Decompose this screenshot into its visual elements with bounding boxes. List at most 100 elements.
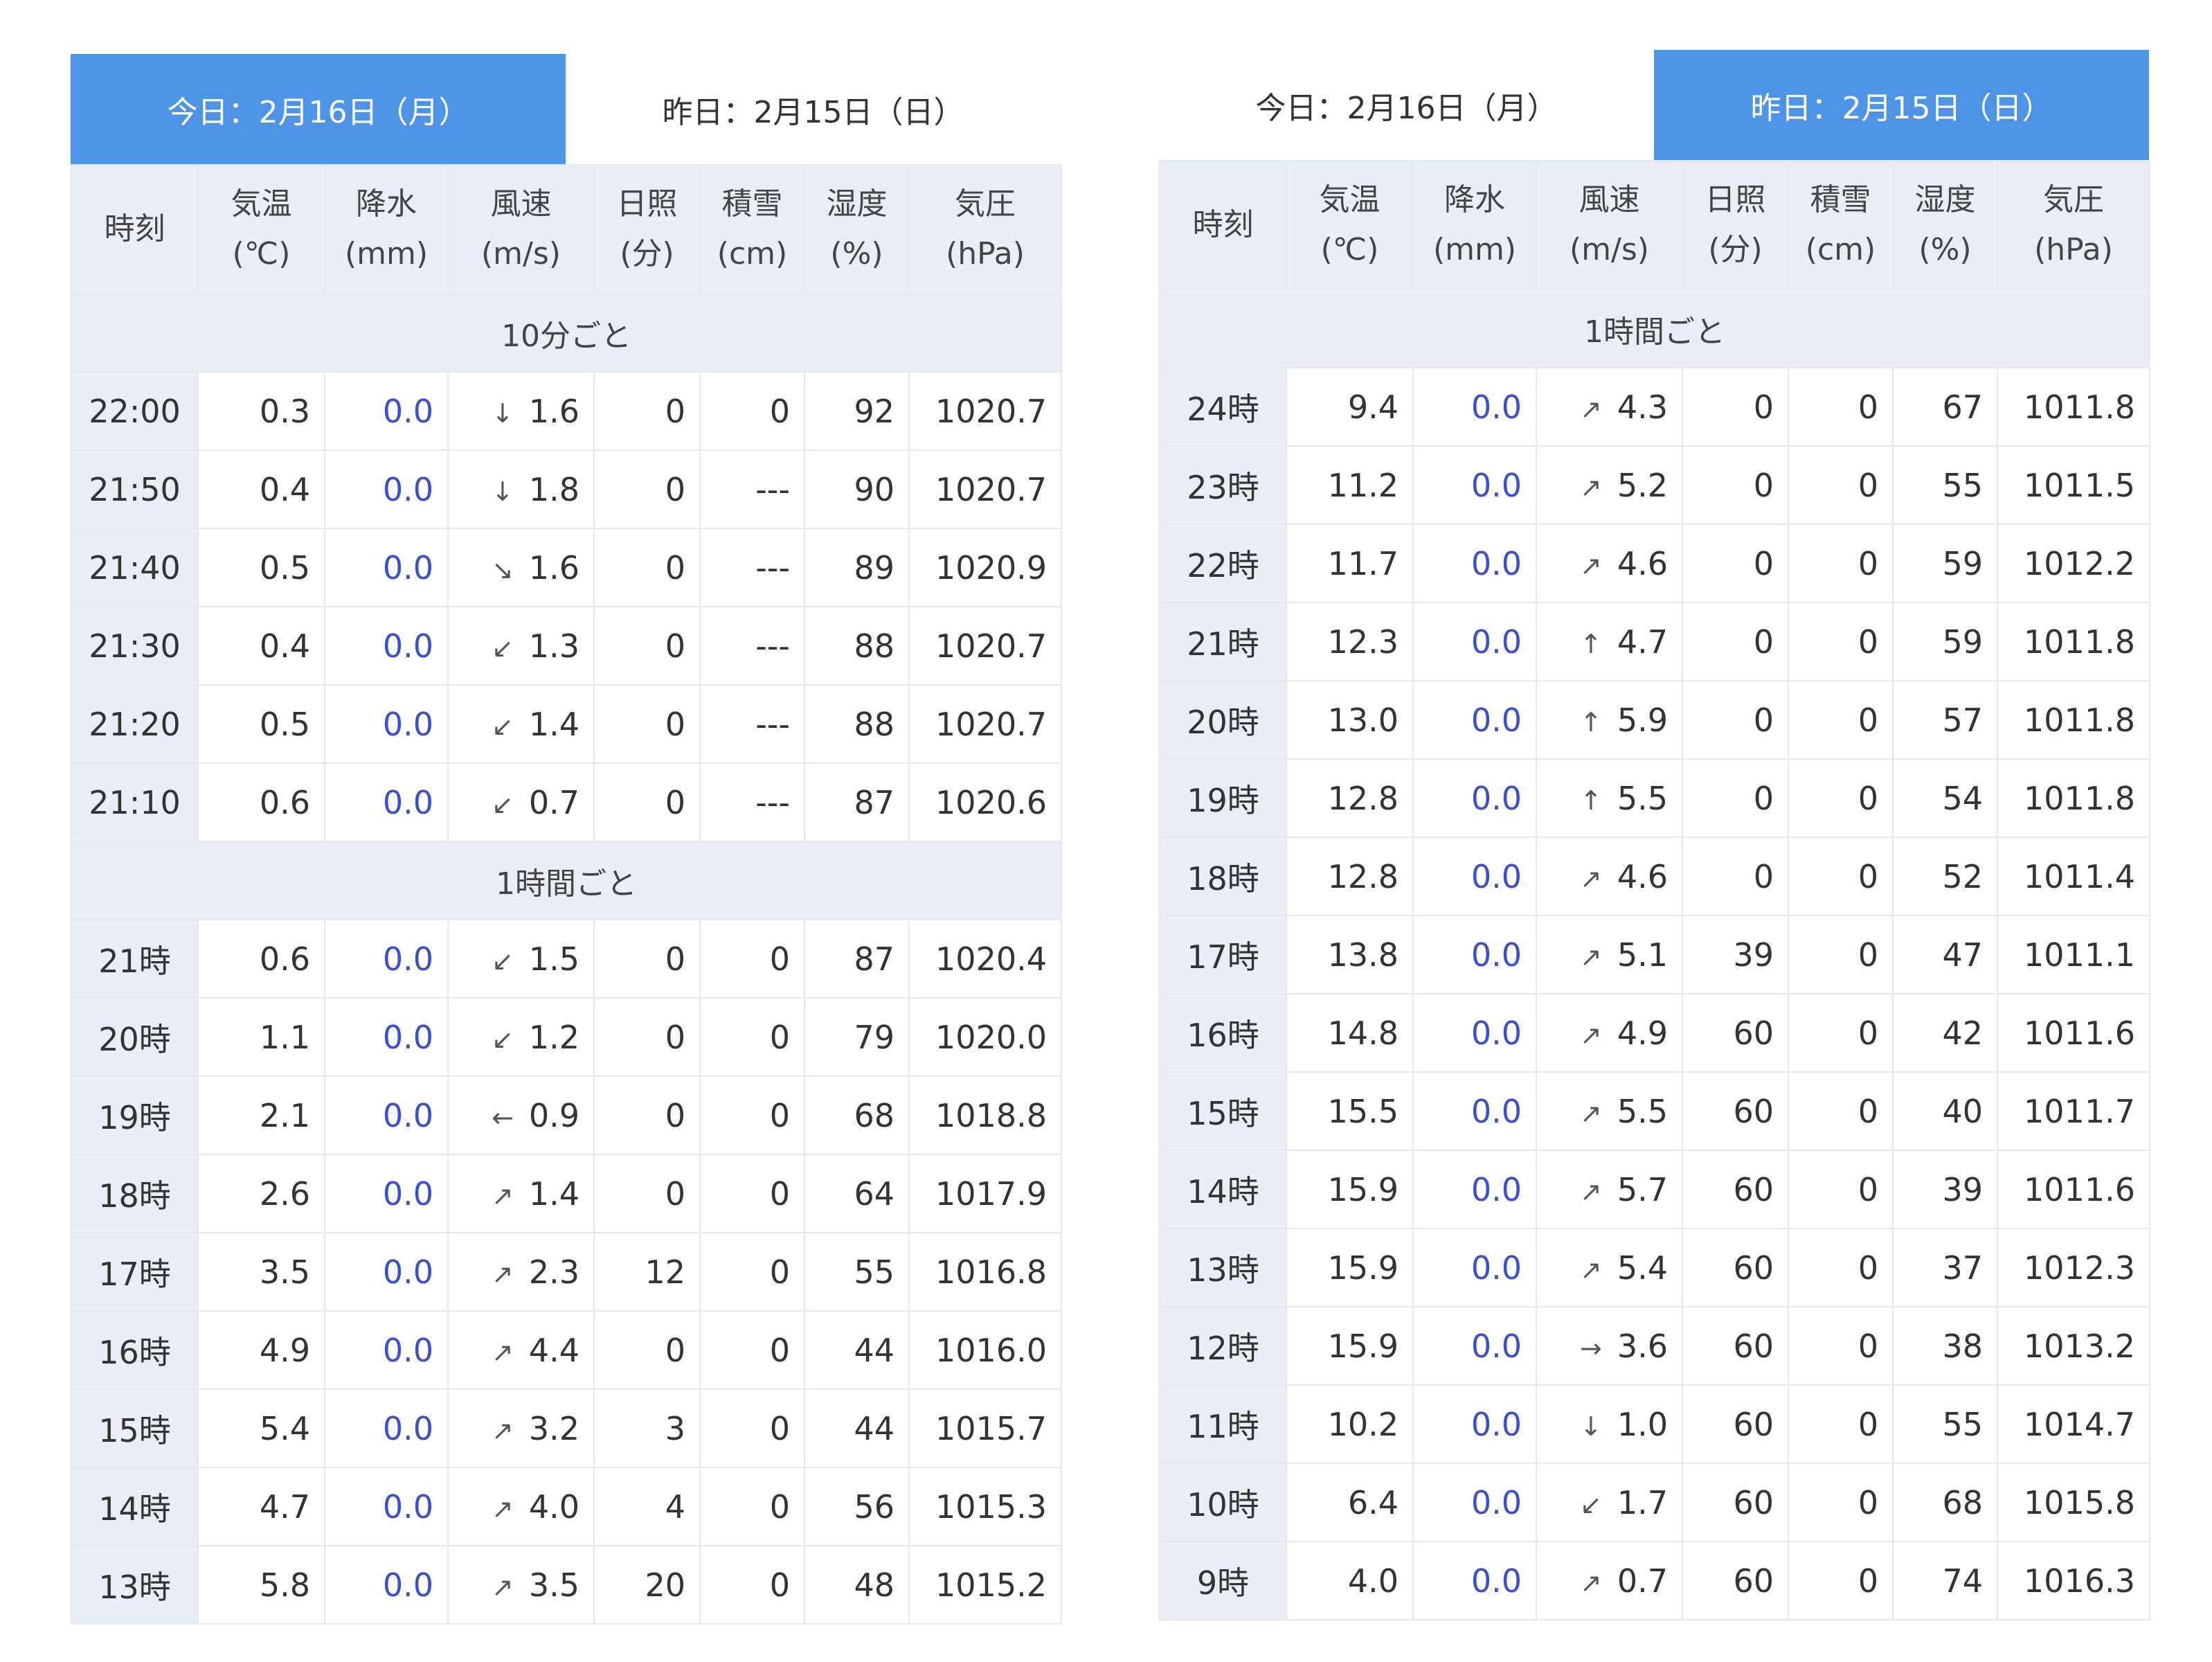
table-row: 18時 2.6 0.0 ↗ 1.4 0 0 64 1017.9 (71, 1154, 1062, 1233)
cell-time: 21:30 (71, 606, 199, 686)
cell-snow: 0 (1788, 1384, 1894, 1464)
wind-arrow-southwest-icon: ↗ (1580, 393, 1602, 425)
wind-speed: 1.6 (528, 548, 579, 587)
cell-humid: 79 (804, 997, 910, 1077)
cell-wind: ↗ 4.3 (1536, 367, 1683, 447)
cell-wind: ↓ 1.8 (447, 449, 595, 529)
cell-temp: 15.9 (1286, 1306, 1414, 1386)
cell-wind: ↑ 4.7 (1536, 602, 1683, 681)
cell-temp: 0.4 (197, 606, 325, 686)
cell-precip: 0.0 (1412, 1541, 1537, 1620)
observation-panel-yesterday: 今日：2月16日（月） 昨日：2月15日（日） 時刻 気温 (℃) 降水 (mm) … (1159, 50, 2150, 1620)
cell-temp: 3.5 (197, 1232, 325, 1312)
cell-wind: ↗ 3.5 (447, 1545, 595, 1625)
cell-press: 1020.7 (908, 371, 1062, 451)
cell-press: 1015.3 (908, 1467, 1062, 1546)
cell-temp: 0.6 (197, 919, 325, 999)
header-humid: 湿度 (%) (1892, 160, 1998, 290)
cell-time: 13時 (1159, 1228, 1287, 1307)
cell-snow: --- (699, 528, 805, 607)
section-row-hourly: 1時間ごと (71, 841, 1062, 920)
wind-arrow-southwest-icon: ↗ (1580, 1098, 1602, 1129)
table-header-row: 時刻 気温 (℃) 降水 (mm) 風速 (m/s) 日照 (分) 積雪 (cm) 湿度(… (71, 164, 1062, 294)
cell-time: 22:00 (71, 371, 199, 451)
cell-sun: 0 (1682, 524, 1789, 603)
cell-press: 1011.5 (1997, 445, 2150, 525)
header-humid: 湿度 (%) (804, 164, 910, 294)
cell-press: 1016.8 (908, 1232, 1062, 1312)
wind-speed: 2.3 (528, 1253, 579, 1291)
wind-arrow-northeast-icon: ↙ (1580, 1489, 1602, 1520)
cell-snow: --- (699, 449, 805, 529)
cell-snow: 0 (699, 1075, 805, 1155)
cell-sun: 0 (593, 762, 701, 842)
cell-snow: 0 (699, 997, 805, 1077)
cell-wind: ↗ 4.6 (1536, 524, 1683, 603)
cell-humid: 56 (804, 1467, 910, 1546)
header-time: 時刻 (71, 164, 199, 294)
cell-precip: 0.0 (1412, 1071, 1537, 1151)
cell-humid: 67 (1892, 367, 1998, 447)
cell-temp: 5.8 (197, 1545, 325, 1625)
cell-press: 1017.9 (908, 1154, 1062, 1233)
cell-wind: ↗ 3.2 (447, 1388, 595, 1468)
cell-temp: 2.6 (197, 1154, 325, 1233)
cell-time: 18時 (71, 1154, 199, 1233)
cell-humid: 37 (1892, 1228, 1998, 1307)
cell-time: 23時 (1159, 445, 1287, 525)
cell-sun: 0 (1682, 837, 1789, 916)
cell-snow: 0 (1788, 1306, 1894, 1386)
header-press: 気圧 (hPa) (908, 164, 1062, 294)
table-row: 20時 13.0 0.0 ↑ 5.9 0 0 57 1011.8 (1159, 680, 2150, 760)
wind-speed: 5.4 (1617, 1249, 1668, 1287)
cell-wind: ↗ 5.7 (1536, 1150, 1683, 1229)
cell-sun: 0 (593, 371, 701, 451)
wind-arrow-north-icon: ↓ (492, 476, 514, 507)
cell-precip: 0.0 (324, 762, 449, 842)
wind-arrow-southwest-icon: ↗ (1580, 941, 1602, 972)
header-temp: 気温 (℃) (197, 164, 325, 294)
table-header-row: 時刻 気温 (℃) 降水 (mm) 風速 (m/s) 日照 (分) 積雪 (cm) 湿度(… (1159, 160, 2150, 290)
cell-wind: ↑ 5.9 (1536, 680, 1683, 760)
cell-precip: 0.0 (324, 684, 449, 764)
table-row: 14時 4.7 0.0 ↗ 4.0 4 0 56 1015.3 (71, 1467, 1062, 1546)
table-row: 11時 10.2 0.0 ↓ 1.0 60 0 55 1014.7 (1159, 1384, 2150, 1464)
cell-sun: 0 (593, 684, 701, 764)
cell-precip: 0.0 (1412, 602, 1537, 681)
cell-time: 9時 (1159, 1541, 1287, 1620)
header-time: 時刻 (1159, 160, 1287, 290)
cell-snow: --- (699, 606, 805, 686)
wind-speed: 5.9 (1617, 701, 1668, 739)
cell-humid: 57 (1892, 680, 1998, 760)
cell-press: 1020.7 (908, 684, 1062, 764)
wind-arrow-south-icon: ↑ (1580, 628, 1602, 659)
cell-wind: ↓ 1.0 (1536, 1384, 1683, 1464)
cell-snow: 0 (1788, 602, 1894, 681)
section-label: 1時間ごと (71, 841, 1062, 920)
header-wind: 風速 (m/s) (447, 164, 595, 294)
section-row-hourly: 1時間ごと (1159, 289, 2150, 368)
cell-temp: 12.3 (1286, 602, 1414, 681)
tab-yesterday[interactable]: 昨日：2月15日（日） (566, 54, 1061, 164)
table-row: 12時 15.9 0.0 → 3.6 60 0 38 1013.2 (1159, 1306, 2150, 1386)
cell-temp: 14.8 (1286, 993, 1414, 1073)
cell-sun: 60 (1682, 1228, 1789, 1307)
tab-today[interactable]: 今日：2月16日（月） (71, 54, 566, 164)
cell-press: 1012.2 (1997, 524, 2150, 603)
cell-temp: 12.8 (1286, 758, 1414, 838)
table-row: 16時 4.9 0.0 ↗ 4.4 0 0 44 1016.0 (71, 1310, 1062, 1390)
cell-snow: --- (699, 684, 805, 764)
tab-today[interactable]: 今日：2月16日（月） (1159, 50, 1654, 160)
wind-arrow-southwest-icon: ↗ (492, 1493, 514, 1524)
wind-speed: 4.9 (1617, 1014, 1668, 1052)
wind-speed: 1.4 (528, 1174, 579, 1213)
cell-temp: 0.6 (197, 762, 325, 842)
cell-time: 17時 (71, 1232, 199, 1312)
cell-temp: 4.7 (197, 1467, 325, 1546)
cell-humid: 48 (804, 1545, 910, 1625)
wind-arrow-southwest-icon: ↗ (492, 1571, 514, 1602)
tab-yesterday[interactable]: 昨日：2月15日（日） (1654, 50, 2149, 160)
table-row: 9時 4.0 0.0 ↗ 0.7 60 0 74 1016.3 (1159, 1541, 2150, 1620)
cell-sun: 0 (593, 997, 701, 1077)
cell-press: 1015.8 (1997, 1463, 2150, 1542)
